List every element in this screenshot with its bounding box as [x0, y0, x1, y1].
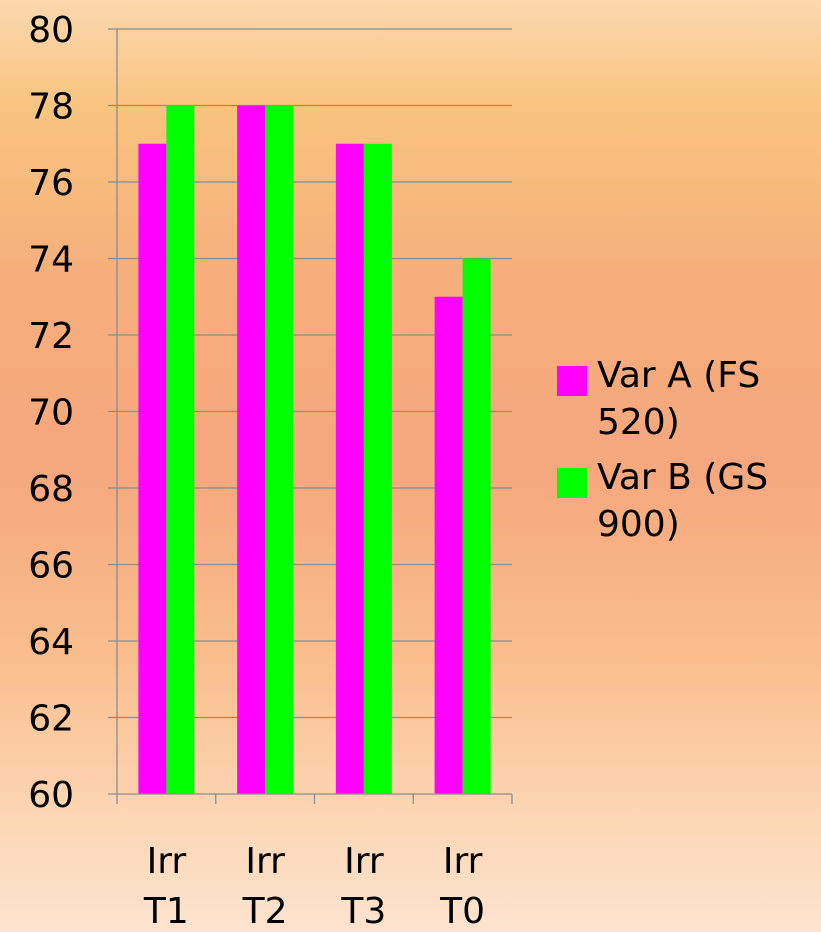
x-label-irr-t2: Irr T2	[242, 841, 288, 932]
x-label-irr-t0: Irr T0	[439, 841, 485, 932]
y-tick-label-62: 62	[28, 699, 74, 740]
legend-label-var-a: Var A (FS 520)	[597, 355, 761, 443]
legend-label-var-b: Var B (GS 900)	[597, 457, 769, 545]
y-tick-label-68: 68	[28, 469, 74, 510]
y-tick-label-72: 72	[28, 316, 74, 357]
legend-item-var-a: Var A (FS 520)	[557, 352, 817, 446]
bar-var-a-fs-520-irr-t3	[335, 143, 364, 794]
y-tick-label-78: 78	[28, 87, 74, 128]
legend-swatch-var-a	[557, 366, 587, 396]
axes	[108, 28, 513, 804]
bar-var-b-gs-900-irr-t3	[363, 143, 392, 794]
y-tick-label-66: 66	[28, 546, 74, 587]
legend-swatch-var-b	[557, 468, 587, 498]
bar-var-a-fs-520-irr-t1	[138, 143, 167, 794]
x-label-irr-t1: Irr T1	[143, 841, 189, 932]
bar-var-b-gs-900-irr-t1	[166, 105, 195, 794]
y-tick-label-60: 60	[28, 775, 74, 816]
y-tick-label-76: 76	[28, 163, 74, 204]
y-tick-label-74: 74	[28, 240, 74, 281]
legend: Var A (FS 520) Var B (GS 900)	[557, 352, 817, 556]
bar-var-b-gs-900-irr-t2	[265, 105, 294, 794]
bar-var-a-fs-520-irr-t0	[434, 296, 463, 794]
y-tick-label-80: 80	[28, 10, 74, 51]
x-label-irr-t3: Irr T3	[340, 841, 386, 932]
y-tick-labels: 60 62 64 66 68 70 72 74 76 78 80	[28, 10, 74, 816]
y-tick-label-64: 64	[28, 622, 74, 663]
bar-var-b-gs-900-irr-t0	[462, 258, 491, 794]
bar-var-a-fs-520-irr-t2	[237, 105, 266, 794]
y-tick-label-70: 70	[28, 393, 74, 434]
bars	[138, 105, 491, 794]
x-category-labels: Irr T1 Irr T2 Irr T3 Irr T0	[143, 841, 485, 932]
legend-item-var-b: Var B (GS 900)	[557, 454, 817, 548]
